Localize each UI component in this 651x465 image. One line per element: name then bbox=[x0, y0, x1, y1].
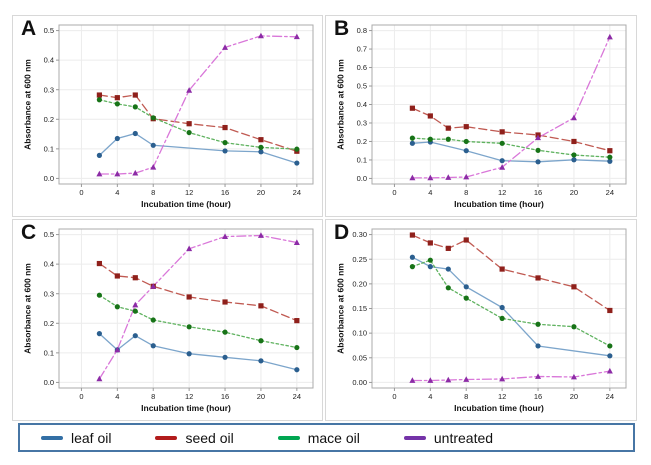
svg-text:4: 4 bbox=[428, 392, 432, 401]
chart-plot-area: 0 4 8 12 16 20 24 0.0 0.1 0.2 0.3 0.4 0.5 bbox=[44, 228, 314, 401]
leaf-oil-line-swatch-icon bbox=[41, 435, 63, 440]
svg-text:12: 12 bbox=[185, 392, 193, 401]
svg-text:0.2: 0.2 bbox=[357, 137, 367, 146]
svg-text:0.0: 0.0 bbox=[357, 174, 367, 183]
legend-item-mace-oil: mace oil bbox=[277, 429, 360, 446]
svg-text:24: 24 bbox=[606, 392, 614, 401]
svg-text:4: 4 bbox=[115, 188, 119, 197]
svg-text:0.0: 0.0 bbox=[44, 378, 54, 387]
svg-text:0.7: 0.7 bbox=[357, 45, 367, 54]
svg-text:4: 4 bbox=[115, 392, 119, 401]
svg-text:12: 12 bbox=[498, 188, 506, 197]
svg-text:8: 8 bbox=[151, 188, 155, 197]
svg-text:0.2: 0.2 bbox=[44, 319, 54, 328]
svg-text:0.5: 0.5 bbox=[357, 82, 367, 91]
svg-text:0.10: 0.10 bbox=[352, 329, 367, 338]
svg-text:16: 16 bbox=[221, 392, 229, 401]
legend-label: seed oil bbox=[185, 429, 234, 446]
svg-text:0: 0 bbox=[79, 188, 83, 197]
x-axis-title: Incubation time (hour) bbox=[141, 199, 231, 209]
y-axis-title: Absorbance at 600 nm bbox=[22, 59, 33, 150]
svg-text:24: 24 bbox=[606, 188, 614, 197]
legend-item-leaf-oil: leaf oil bbox=[41, 430, 111, 446]
seed-oil-line-swatch-icon bbox=[155, 435, 178, 440]
svg-text:4: 4 bbox=[428, 188, 432, 197]
panel-b-label: B bbox=[334, 17, 350, 40]
svg-text:0: 0 bbox=[392, 188, 396, 197]
x-axis-title: Incubation time (hour) bbox=[454, 403, 544, 413]
svg-text:0.1: 0.1 bbox=[44, 348, 54, 357]
svg-text:8: 8 bbox=[464, 392, 468, 401]
legend-item-seed-oil: seed oil bbox=[155, 429, 234, 446]
x-axis-title: Incubation time (hour) bbox=[454, 199, 544, 209]
panel-d: D Absorbance at 600 nm 0 4 8 12 16 20 24 0.00 0.… bbox=[325, 219, 637, 421]
y-axis-title: Absorbance at 600 nm bbox=[335, 59, 346, 150]
panel-a-label: A bbox=[21, 17, 37, 40]
svg-text:20: 20 bbox=[257, 392, 265, 401]
figure: A Absorbance at 600 nm 0 4 8 12 16 20 24 0.0 0.1… bbox=[12, 15, 637, 452]
legend-label: untreated bbox=[433, 429, 494, 446]
svg-text:0.1: 0.1 bbox=[44, 144, 54, 153]
x-axis-title: Incubation time (hour) bbox=[141, 403, 231, 413]
svg-text:20: 20 bbox=[570, 392, 578, 401]
svg-text:0.4: 0.4 bbox=[357, 100, 367, 109]
panel-grid: A Absorbance at 600 nm 0 4 8 12 16 20 24 0.0 0.1… bbox=[12, 15, 637, 421]
svg-text:16: 16 bbox=[534, 392, 542, 401]
svg-text:0.6: 0.6 bbox=[357, 63, 367, 72]
svg-text:0: 0 bbox=[392, 392, 396, 401]
panel-b: B Absorbance at 600 nm 0 4 8 12 16 20 24 0.0 0.1… bbox=[325, 15, 637, 217]
svg-text:16: 16 bbox=[221, 188, 229, 197]
untreated-line-swatch-icon bbox=[403, 435, 426, 440]
svg-text:0.4: 0.4 bbox=[44, 260, 54, 269]
svg-text:8: 8 bbox=[151, 392, 155, 401]
svg-text:24: 24 bbox=[293, 188, 301, 197]
svg-text:0: 0 bbox=[79, 392, 83, 401]
mace-oil-line-swatch-icon bbox=[277, 435, 300, 440]
svg-text:20: 20 bbox=[570, 188, 578, 197]
chart-plot-area: 0 4 8 12 16 20 24 0.0 0.1 0.2 0.3 0.4 0.5 bbox=[44, 24, 314, 197]
svg-text:0.3: 0.3 bbox=[357, 119, 367, 128]
svg-text:0.20: 0.20 bbox=[352, 279, 367, 288]
svg-text:16: 16 bbox=[534, 188, 542, 197]
svg-text:0.00: 0.00 bbox=[352, 378, 367, 387]
legend: leaf oil seed oil mace oil untreated bbox=[18, 423, 635, 452]
svg-text:0.4: 0.4 bbox=[44, 56, 54, 65]
panel-a: A Absorbance at 600 nm 0 4 8 12 16 20 24 0.0 0.1… bbox=[12, 15, 323, 217]
svg-text:0.25: 0.25 bbox=[352, 255, 367, 264]
svg-text:0.8: 0.8 bbox=[357, 26, 367, 35]
svg-text:0.0: 0.0 bbox=[44, 174, 54, 183]
svg-text:0.5: 0.5 bbox=[44, 230, 54, 239]
chart-plot-area: 0 4 8 12 16 20 24 0.00 0.05 0.10 0.15 0.20 0.25 0.30 bbox=[352, 228, 627, 401]
y-axis-title: Absorbance at 600 nm bbox=[335, 263, 346, 354]
svg-text:24: 24 bbox=[293, 392, 301, 401]
legend-label: mace oil bbox=[307, 429, 360, 446]
legend-item-untreated: untreated bbox=[403, 429, 494, 446]
chart-plot-area: 0 4 8 12 16 20 24 0.0 0.1 0.2 0.3 0.4 0.5 0.6 0.7 0.8 bbox=[357, 24, 627, 197]
svg-text:0.1: 0.1 bbox=[357, 156, 367, 165]
svg-text:0.2: 0.2 bbox=[44, 115, 54, 124]
svg-text:12: 12 bbox=[185, 188, 193, 197]
panel-d-label: D bbox=[334, 221, 350, 244]
svg-text:8: 8 bbox=[464, 188, 468, 197]
svg-text:20: 20 bbox=[257, 188, 265, 197]
svg-text:0.3: 0.3 bbox=[44, 289, 54, 298]
svg-text:0.3: 0.3 bbox=[44, 85, 54, 94]
svg-text:12: 12 bbox=[498, 392, 506, 401]
y-axis-title: Absorbance at 600 nm bbox=[22, 263, 33, 354]
panel-c-label: C bbox=[21, 221, 37, 244]
svg-text:0.5: 0.5 bbox=[44, 26, 54, 35]
svg-text:0.05: 0.05 bbox=[352, 353, 367, 362]
panel-c: C Absorbance at 600 nm 0 4 8 12 16 20 24 0.0 0.1… bbox=[12, 219, 323, 421]
svg-text:0.30: 0.30 bbox=[352, 230, 367, 239]
legend-label: leaf oil bbox=[71, 429, 112, 446]
svg-text:0.15: 0.15 bbox=[352, 304, 367, 313]
